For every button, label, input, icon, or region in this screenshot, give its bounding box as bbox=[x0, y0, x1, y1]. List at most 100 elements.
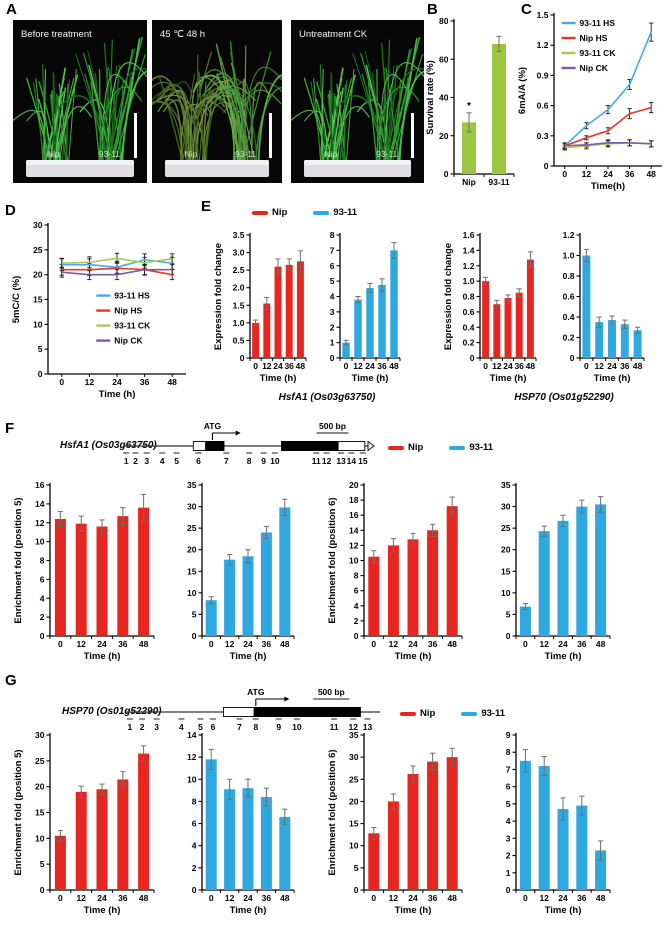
bar-48 bbox=[390, 250, 398, 358]
bar-36 bbox=[576, 805, 588, 890]
svg-text:1.2: 1.2 bbox=[463, 261, 475, 271]
svg-text:25: 25 bbox=[187, 523, 197, 533]
svg-text:5: 5 bbox=[198, 722, 203, 732]
svg-text:48: 48 bbox=[389, 361, 399, 371]
svg-text:48: 48 bbox=[280, 639, 290, 649]
svg-text:8: 8 bbox=[354, 571, 359, 581]
hsp70-pos5-nip-chart: 0 5 10 15 20 25 30 Enrichment fold (position 5)… bbox=[12, 726, 160, 922]
svg-text:0.6: 0.6 bbox=[463, 307, 475, 317]
nip-legend-swatch bbox=[388, 445, 404, 450]
svg-text:1.2: 1.2 bbox=[537, 40, 549, 50]
bar-48 bbox=[526, 259, 534, 358]
svg-text:0: 0 bbox=[330, 353, 335, 363]
bar-48 bbox=[138, 753, 150, 890]
hsp70-pos5-nip-chart-svg: 0 5 10 15 20 25 30 Enrichment fold (position 5)… bbox=[13, 730, 155, 916]
svg-text:ATG: ATG bbox=[247, 687, 265, 697]
svg-text:10: 10 bbox=[270, 456, 280, 466]
photo-heat-treated-svg: 45 ℃ 48 h Nip 93-11 bbox=[152, 20, 282, 183]
svg-text:4: 4 bbox=[506, 816, 511, 826]
svg-text:11: 11 bbox=[312, 456, 321, 466]
bar-Nip bbox=[462, 122, 476, 174]
svg-text:0: 0 bbox=[209, 639, 214, 649]
bar-0 bbox=[54, 835, 66, 890]
svg-text:1.5: 1.5 bbox=[233, 300, 245, 310]
bar-48 bbox=[296, 261, 304, 358]
svg-text:48: 48 bbox=[596, 893, 606, 903]
svg-text:0: 0 bbox=[38, 369, 43, 379]
svg-text:1.6: 1.6 bbox=[463, 230, 475, 240]
svg-text:3: 3 bbox=[154, 722, 159, 732]
6mA-line-chart: 0 0.3 0.6 0.9 1.2 1.5 6mA/A (%) 0 12 24 36 48 93-11 … bbox=[516, 6, 668, 198]
svg-text:30: 30 bbox=[349, 752, 359, 762]
svg-text:36: 36 bbox=[377, 361, 387, 371]
svg-text:0: 0 bbox=[354, 631, 359, 641]
bar-48 bbox=[633, 330, 642, 358]
hsp70-gene-name: HSP70 (Os01g52290) bbox=[62, 706, 162, 717]
svg-text:48: 48 bbox=[280, 893, 290, 903]
svg-text:93-11 HS: 93-11 HS bbox=[114, 291, 150, 301]
svg-text:6: 6 bbox=[506, 782, 511, 792]
svg-text:Time (h): Time (h) bbox=[545, 905, 582, 916]
svg-text:Expression fold change: Expression fold change bbox=[443, 243, 454, 350]
svg-text:15: 15 bbox=[33, 295, 43, 305]
svg-text:15: 15 bbox=[187, 566, 197, 576]
svg-text:0: 0 bbox=[506, 631, 511, 641]
hsp70-nip-expression-chart-svg: 0 0.2 0.4 0.6 0.8 1.0 1.2 1.4 1.6 Expression fold… bbox=[443, 230, 537, 384]
svg-text:Time (h): Time (h) bbox=[84, 905, 121, 916]
bar-0 bbox=[252, 322, 260, 358]
svg-text:Time(h): Time(h) bbox=[591, 181, 625, 192]
hsfa1-caption: HsfA1 (Os03g63750) bbox=[278, 392, 376, 403]
svg-text:0.2: 0.2 bbox=[563, 333, 575, 343]
hsfa1-nip-expression-chart-svg: 0 0.5 1.0 1.5 2.0 2.5 3.0 3.5 Expression fold ch… bbox=[213, 230, 307, 384]
svg-text:25: 25 bbox=[35, 756, 45, 766]
panel-d-label: D bbox=[5, 202, 16, 219]
svg-text:3: 3 bbox=[144, 456, 149, 466]
bar-36 bbox=[378, 284, 386, 358]
svg-text:Time (h): Time (h) bbox=[352, 373, 389, 384]
svg-text:Enrichment fold (position 5): Enrichment fold (position 5) bbox=[13, 749, 24, 875]
bar-36 bbox=[260, 532, 272, 636]
svg-text:24: 24 bbox=[607, 361, 617, 371]
svg-text:3: 3 bbox=[506, 833, 511, 843]
hsfa1-pos5-9311-chart-svg: 0 5 10 15 20 25 30 35 0 12 24 36 48 Time (h) bbox=[187, 480, 295, 662]
svg-text:6: 6 bbox=[211, 722, 216, 732]
svg-text:15: 15 bbox=[501, 566, 511, 576]
series-93-11 HS bbox=[564, 31, 652, 147]
bar-0 bbox=[54, 518, 66, 636]
hsp70-9311-expression-chart: 0 0.2 0.4 0.6 0.8 1.0 1.2 0 12 24 36 48 Time (h) bbox=[556, 226, 650, 390]
bar-12 bbox=[75, 523, 87, 636]
nip-legend-swatch bbox=[252, 210, 268, 215]
panel-e-label: E bbox=[201, 198, 212, 215]
bar-12 bbox=[387, 801, 399, 890]
bar-24 bbox=[96, 526, 108, 636]
svg-text:13: 13 bbox=[363, 722, 373, 732]
svg-text:12: 12 bbox=[225, 639, 235, 649]
svg-text:9: 9 bbox=[506, 730, 511, 740]
svg-text:0: 0 bbox=[506, 885, 511, 895]
svg-text:14: 14 bbox=[347, 456, 357, 466]
svg-text:12: 12 bbox=[76, 893, 86, 903]
9311-legend-swatch bbox=[313, 210, 330, 215]
svg-text:93-11: 93-11 bbox=[235, 149, 256, 159]
svg-text:48: 48 bbox=[633, 361, 643, 371]
bar-48 bbox=[279, 507, 291, 636]
bar-36 bbox=[117, 516, 129, 636]
svg-text:24: 24 bbox=[503, 361, 513, 371]
svg-text:0.6: 0.6 bbox=[537, 101, 549, 111]
hsfa1-gene-name: HsfA1 (Os03g63750) bbox=[60, 440, 157, 451]
svg-text:0.2: 0.2 bbox=[463, 338, 475, 348]
svg-text:7: 7 bbox=[506, 764, 511, 774]
svg-text:48: 48 bbox=[139, 893, 149, 903]
svg-text:Nip: Nip bbox=[185, 149, 198, 159]
svg-text:Enrichment fold (position 5): Enrichment fold (position 5) bbox=[13, 497, 24, 623]
svg-text:24: 24 bbox=[112, 377, 122, 387]
bar-0 bbox=[519, 760, 531, 890]
photo-before-treatment: Before treatment Nip 93-11 bbox=[13, 20, 147, 183]
svg-text:1.2: 1.2 bbox=[563, 230, 575, 240]
series-Nip HS bbox=[61, 267, 173, 276]
svg-text:0.8: 0.8 bbox=[563, 271, 575, 281]
svg-text:93-11 CK: 93-11 CK bbox=[114, 321, 151, 331]
bar-48 bbox=[595, 850, 607, 890]
